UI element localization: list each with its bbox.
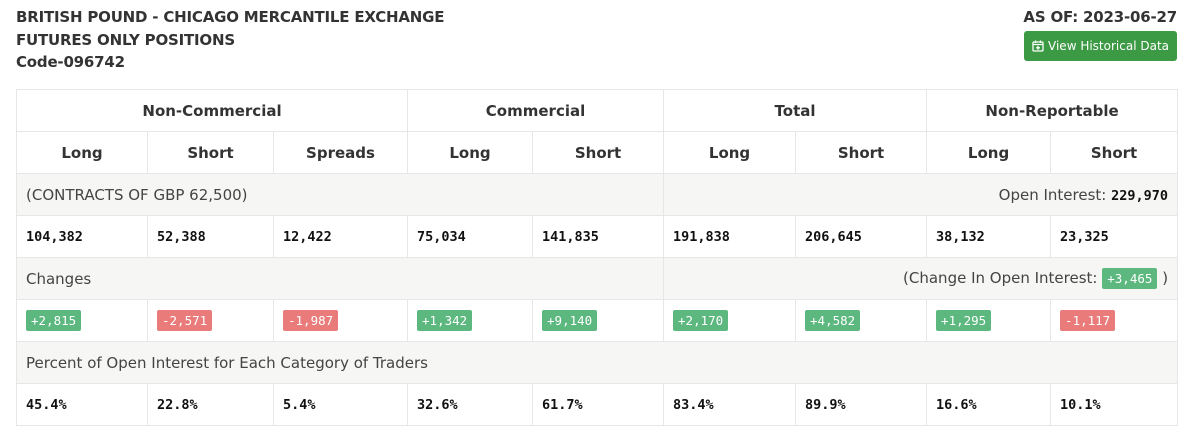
percent-value: 32.6%	[407, 383, 534, 426]
change-open-interest: (Change In Open Interest: +3,465 )	[663, 257, 1179, 300]
group-non-commercial: Non-Commercial	[15, 89, 409, 132]
open-interest-label: Open Interest:	[998, 185, 1107, 204]
changes-row: +2,815 -2,571 -1,987 +1,342 +9,140 +2,17…	[16, 299, 1179, 342]
change-badge: +2,170	[673, 310, 729, 331]
view-historical-data-label: View Historical Data	[1048, 38, 1169, 53]
col-comm-long: Long	[407, 131, 534, 174]
group-commercial: Commercial	[407, 89, 665, 132]
change-cell: -1,117	[1050, 299, 1179, 342]
position-value: 75,034	[407, 215, 534, 258]
positions-row: 104,382 52,388 12,422 75,034 141,835 191…	[16, 215, 1179, 258]
col-comm-short: Short	[532, 131, 665, 174]
percent-value: 5.4%	[272, 383, 409, 426]
col-total-short: Short	[795, 131, 928, 174]
asof-block: AS OF: 2023-06-27 View Historical Data	[1023, 6, 1177, 61]
changes-label-row: Changes (Change In Open Interest: +3,465…	[15, 257, 1179, 300]
as-of-date: AS OF: 2023-06-27	[1023, 8, 1177, 26]
change-cell: +2,170	[663, 299, 797, 342]
column-header-row: Long Short Spreads Long Short Long Short…	[16, 131, 1179, 174]
open-interest-value: 229,970	[1111, 187, 1169, 204]
percent-label-row: Percent of Open Interest for Each Catego…	[15, 341, 1179, 384]
position-value: 141,835	[532, 215, 665, 258]
percent-value: 61.7%	[532, 383, 665, 426]
col-noncomm-long: Long	[16, 131, 148, 174]
calendar-plus-icon	[1032, 40, 1044, 52]
position-value: 38,132	[926, 215, 1052, 258]
changes-label: Changes	[15, 257, 665, 300]
report-subtitle: FUTURES ONLY POSITIONS	[16, 30, 235, 49]
percent-label: Percent of Open Interest for Each Catego…	[15, 341, 1179, 384]
percent-value: 83.4%	[663, 383, 797, 426]
position-value: 52,388	[147, 215, 274, 258]
position-value: 104,382	[16, 215, 148, 258]
percent-row: 45.4% 22.8% 5.4% 32.6% 61.7% 83.4% 89.9%…	[16, 383, 1179, 426]
percent-value: 10.1%	[1050, 383, 1179, 426]
contracts-label: (CONTRACTS OF GBP 62,500)	[15, 173, 665, 216]
change-cell: +2,815	[16, 299, 148, 342]
change-cell: +1,342	[407, 299, 534, 342]
report-title: BRITISH POUND - CHICAGO MERCANTILE EXCHA…	[16, 8, 445, 26]
col-noncomm-short: Short	[147, 131, 274, 174]
change-badge: +9,140	[542, 310, 598, 331]
col-nonrep-short: Short	[1050, 131, 1179, 174]
contracts-row: (CONTRACTS OF GBP 62,500) Open Interest:…	[15, 173, 1179, 216]
change-cell: +1,295	[926, 299, 1052, 342]
view-historical-data-button[interactable]: View Historical Data	[1024, 30, 1177, 61]
position-value: 23,325	[1050, 215, 1179, 258]
change-oi-badge: +3,465	[1102, 268, 1158, 289]
percent-value: 45.4%	[16, 383, 148, 426]
contract-code: Code-096742	[16, 53, 125, 71]
cot-positions-table: Non-Commercial Commercial Total Non-Repo…	[15, 89, 1179, 426]
group-total: Total	[663, 89, 928, 132]
col-noncomm-spreads: Spreads	[272, 131, 409, 174]
change-badge: -2,571	[157, 310, 213, 331]
position-value: 191,838	[663, 215, 797, 258]
change-cell: +9,140	[532, 299, 665, 342]
change-cell: -1,987	[272, 299, 409, 342]
report-title-block: BRITISH POUND - CHICAGO MERCANTILE EXCHA…	[16, 6, 445, 74]
open-interest: Open Interest: 229,970	[663, 173, 1179, 216]
change-oi-prefix: (Change In Open Interest:	[903, 269, 1098, 287]
change-cell: +4,582	[795, 299, 928, 342]
col-total-long: Long	[663, 131, 797, 174]
change-badge: -1,987	[283, 310, 339, 331]
group-non-reportable: Non-Reportable	[926, 89, 1179, 132]
position-value: 12,422	[272, 215, 409, 258]
change-cell: -2,571	[147, 299, 274, 342]
col-nonrep-long: Long	[926, 131, 1052, 174]
position-value: 206,645	[795, 215, 928, 258]
change-badge: +4,582	[805, 310, 861, 331]
change-badge: +1,295	[936, 310, 992, 331]
change-badge: +2,815	[26, 310, 82, 331]
group-header-row: Non-Commercial Commercial Total Non-Repo…	[15, 89, 1179, 132]
percent-value: 16.6%	[926, 383, 1052, 426]
change-badge: -1,117	[1060, 310, 1116, 331]
percent-value: 22.8%	[147, 383, 274, 426]
change-badge: +1,342	[417, 310, 473, 331]
percent-value: 89.9%	[795, 383, 928, 426]
change-oi-suffix: )	[1162, 269, 1169, 287]
